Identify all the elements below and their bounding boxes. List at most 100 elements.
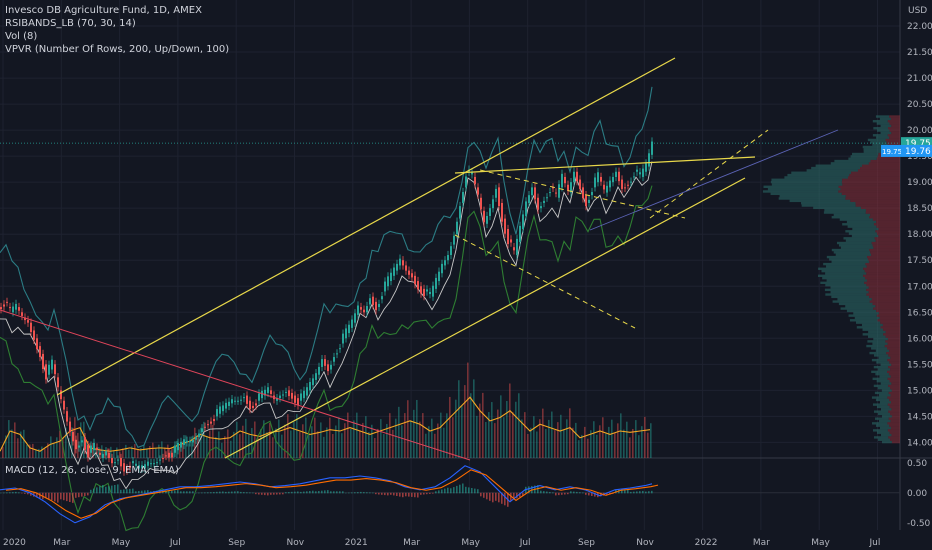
macd-histogram-bar: [417, 492, 419, 498]
macd-histogram-bar: [606, 492, 608, 496]
candle-body: [405, 265, 407, 271]
indicator-vpvr[interactable]: VPVR (Number Of Rows, 200, Up/Down, 100): [5, 44, 230, 55]
macd-histogram-bar: [189, 491, 191, 494]
vpvr-down-bar: [868, 258, 900, 261]
macd-histogram-bar: [111, 485, 113, 494]
volume-bar: [323, 436, 325, 458]
macd-histogram-bar: [72, 492, 74, 503]
macd-histogram-bar: [462, 483, 464, 494]
macd-histogram-bar: [498, 492, 500, 503]
vpvr-down-bar: [866, 272, 900, 275]
vpvr-up-bar: [822, 276, 865, 280]
candle-body: [594, 177, 596, 188]
macd-histogram-bar: [357, 492, 359, 494]
volume-bar: [83, 421, 85, 458]
macd-histogram-bar: [423, 492, 425, 495]
vpvr-up-bar: [880, 433, 892, 437]
volume-bar: [455, 399, 457, 458]
candle-body: [531, 187, 533, 196]
volume-bar: [308, 433, 310, 458]
volume-bar: [194, 427, 196, 458]
volume-bar: [281, 434, 283, 458]
macd-histogram-bar: [261, 492, 263, 495]
price-tick-label: 17.00: [907, 282, 932, 292]
volume-bar: [230, 440, 232, 458]
vpvr-down-bar: [891, 415, 900, 418]
macd-histogram-bar: [132, 488, 134, 494]
vpvr-up-bar: [848, 157, 877, 160]
macd-histogram-bar: [435, 491, 437, 494]
vpvr-up-bar: [877, 129, 890, 132]
vpvr-up-bar: [876, 361, 890, 364]
volume-bar: [332, 434, 334, 458]
macd-histogram-bar: [552, 492, 554, 494]
volume-bar: [260, 429, 262, 458]
macd-histogram-bar: [219, 491, 221, 494]
macd-histogram-bar: [438, 490, 440, 494]
vpvr-down-bar: [869, 295, 900, 299]
macd-histogram-bar: [642, 490, 644, 494]
macd-histogram-bar: [336, 491, 338, 494]
candle-body: [399, 258, 401, 266]
candle-body: [642, 168, 644, 177]
candle-body: [408, 270, 410, 275]
vpvr-up-bar: [833, 213, 871, 217]
volume-bar: [410, 420, 412, 458]
macd-histogram-bar: [576, 491, 578, 494]
volume-bar: [482, 392, 484, 458]
candle-body: [129, 465, 131, 468]
vpvr-up-bar: [871, 370, 888, 374]
macd-histogram-bar: [225, 491, 227, 494]
vpvr-down-bar: [875, 305, 900, 308]
volume-bar: [389, 413, 391, 458]
dashed-upper-parallel: [479, 169, 686, 219]
volume-bar: [356, 412, 358, 458]
volume-bar: [248, 434, 250, 458]
macd-legend[interactable]: MACD (12, 26, close, 9, EMA, EMA): [5, 465, 179, 476]
macd-histogram-bar: [84, 492, 86, 496]
vpvr-down-bar: [841, 192, 900, 196]
candle-body: [213, 418, 215, 422]
indicator-rsibands[interactable]: RSIBANDS_LB (70, 30, 14): [5, 18, 136, 29]
vpvr-up-bar: [848, 232, 877, 235]
volume-bar: [74, 417, 76, 458]
vpvr-down-bar: [891, 433, 900, 437]
vpvr-up-bar: [767, 187, 841, 191]
vpvr-down-bar: [873, 223, 900, 226]
macd-histogram-bar: [51, 492, 53, 501]
candle-body: [573, 171, 575, 183]
macd-tick-label: 0.00: [907, 489, 927, 499]
macd-histogram-bar: [192, 491, 194, 494]
macd-histogram-bar: [18, 492, 20, 494]
macd-histogram-bar: [630, 491, 632, 494]
volume-bar: [401, 425, 403, 458]
volume-bar: [608, 426, 610, 458]
macd-histogram-bar: [624, 489, 626, 494]
macd-histogram-bar: [267, 492, 269, 496]
macd-histogram-bar: [489, 492, 491, 501]
symbol-title[interactable]: Invesco DB Agriculture Fund, 1D, AMEX: [5, 5, 202, 16]
volume-bar: [86, 441, 88, 458]
macd-histogram-bar: [69, 492, 71, 502]
vpvr-up-bar: [874, 417, 889, 420]
time-tick-label: 2020: [3, 538, 26, 548]
volume-bar: [587, 438, 589, 458]
candle-body: [318, 366, 320, 375]
price-tick-label: 16.00: [907, 334, 932, 344]
vpvr-down-bar: [847, 176, 900, 179]
volume-bar: [5, 435, 7, 458]
macd-histogram-bar: [207, 492, 209, 494]
candle-body: [636, 169, 638, 172]
vpvr-down-bar: [888, 372, 900, 376]
candle-body: [366, 306, 368, 313]
candle-body: [75, 439, 77, 450]
macd-histogram-bar: [375, 492, 377, 495]
macd-histogram-bar: [288, 492, 290, 494]
indicator-volume[interactable]: Vol (8): [5, 31, 38, 42]
candle-body: [639, 172, 641, 175]
candle-body: [243, 397, 245, 399]
volume-bar: [182, 441, 184, 458]
vpvr-down-bar: [860, 166, 900, 170]
candle-body: [615, 171, 617, 177]
